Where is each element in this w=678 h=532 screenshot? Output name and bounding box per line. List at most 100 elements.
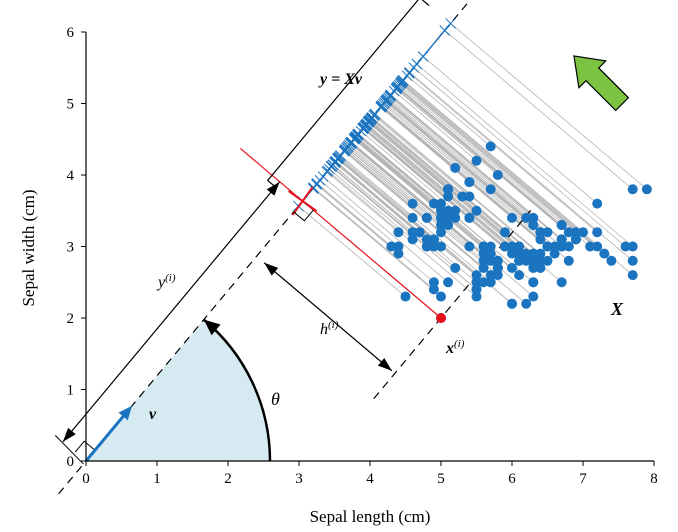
data-point: [407, 234, 418, 245]
data-point: [606, 255, 617, 266]
label-h-i: h(i): [320, 319, 339, 338]
yi-dimension-line: [62, 181, 281, 443]
projection-line: [388, 97, 548, 233]
projection-line: [316, 183, 435, 283]
y-tick-label: 0: [67, 454, 75, 470]
projection-line: [358, 133, 442, 204]
data-point: [428, 234, 439, 245]
data-point: [514, 255, 525, 266]
projected-marker-stroke: [345, 138, 356, 149]
label-y-equals-xv: y = Xv: [318, 71, 363, 88]
data-point: [436, 291, 446, 302]
projected-marker: [317, 171, 329, 182]
data-point: [485, 270, 496, 281]
data-point: [535, 248, 546, 259]
angle-arrowhead-end: [203, 319, 221, 336]
data-point: [457, 191, 468, 202]
projection-line: [390, 95, 570, 247]
y-tick-label: 5: [67, 97, 75, 113]
projected-marker: [445, 18, 456, 29]
data-point: [542, 241, 553, 252]
projection-line: [353, 139, 499, 262]
projection-line: [401, 81, 598, 247]
data-point: [485, 277, 496, 288]
data-point: [521, 255, 532, 266]
data-point: [428, 198, 439, 209]
x-tick-label: 2: [224, 471, 232, 487]
projected-marker: [352, 128, 364, 140]
projection-bracket: [266, 0, 430, 189]
projection-line: [406, 75, 491, 147]
data-point: [400, 291, 411, 302]
x-tick-label: 4: [366, 471, 374, 487]
label-vector-v: v: [149, 406, 157, 423]
data-point: [535, 227, 546, 238]
data-point: [471, 277, 482, 288]
data-point: [528, 291, 539, 302]
data-point: [443, 184, 454, 195]
projection-line: [400, 83, 577, 233]
data-point: [627, 270, 638, 281]
data-point: [528, 277, 539, 288]
data-point: [507, 241, 517, 252]
data-point: [528, 220, 539, 231]
data-point: [436, 241, 446, 252]
data-point: [436, 205, 446, 216]
projection-line: [393, 90, 477, 162]
hi-dimension-line: [263, 262, 393, 372]
data-point: [514, 241, 525, 252]
projection-line: [322, 176, 449, 283]
projection-line: [385, 101, 541, 233]
x-tick-label: 3: [295, 471, 303, 487]
projection-line: [444, 30, 633, 190]
projected-marker-stroke: [445, 18, 456, 29]
projection-line: [351, 141, 484, 254]
data-point: [485, 141, 496, 152]
data-point: [443, 220, 454, 231]
projection-line: [363, 127, 513, 254]
data-point: [563, 227, 574, 238]
projection-line: [366, 124, 520, 254]
data-point: [521, 248, 532, 259]
data-point: [428, 277, 439, 288]
y-tick-label: 2: [67, 311, 75, 327]
data-point: [450, 162, 461, 173]
data-point: [535, 234, 546, 245]
data-point: [535, 255, 546, 266]
projection-line: [385, 100, 534, 226]
yi-extension-start: [54, 435, 84, 465]
y-tick-label: 4: [67, 168, 75, 184]
data-point: [407, 212, 418, 223]
data-point: [436, 227, 446, 238]
projection-line: [386, 99, 527, 219]
projected-marker: [376, 100, 387, 112]
projection-line: [363, 127, 506, 247]
data-point: [421, 241, 432, 252]
data-point: [585, 241, 596, 252]
data-point: [549, 241, 560, 252]
projection-line: [335, 160, 420, 233]
projection-line: [373, 115, 470, 197]
x-tick-label: 0: [82, 471, 90, 487]
projection-line: [416, 63, 633, 247]
data-point: [641, 184, 652, 195]
data-point: [507, 262, 517, 273]
projection-line: [362, 128, 520, 262]
highlighted-point: [436, 313, 446, 323]
projected-marker-stroke: [317, 171, 329, 182]
data-point: [478, 255, 489, 266]
data-point: [443, 277, 454, 288]
data-point: [620, 241, 631, 252]
projected-marker-stroke: [381, 94, 393, 106]
projection-line: [402, 79, 584, 233]
data-point: [592, 241, 603, 252]
projection-line: [398, 84, 591, 247]
data-point: [478, 277, 489, 288]
highlighted-projection-marker: [288, 186, 318, 216]
projection-line: [450, 23, 648, 190]
projected-marker: [439, 25, 451, 36]
hi-arrowhead-start: [264, 262, 279, 276]
data-point: [492, 270, 503, 281]
angle-wedge: [86, 319, 270, 461]
data-point: [514, 248, 525, 259]
